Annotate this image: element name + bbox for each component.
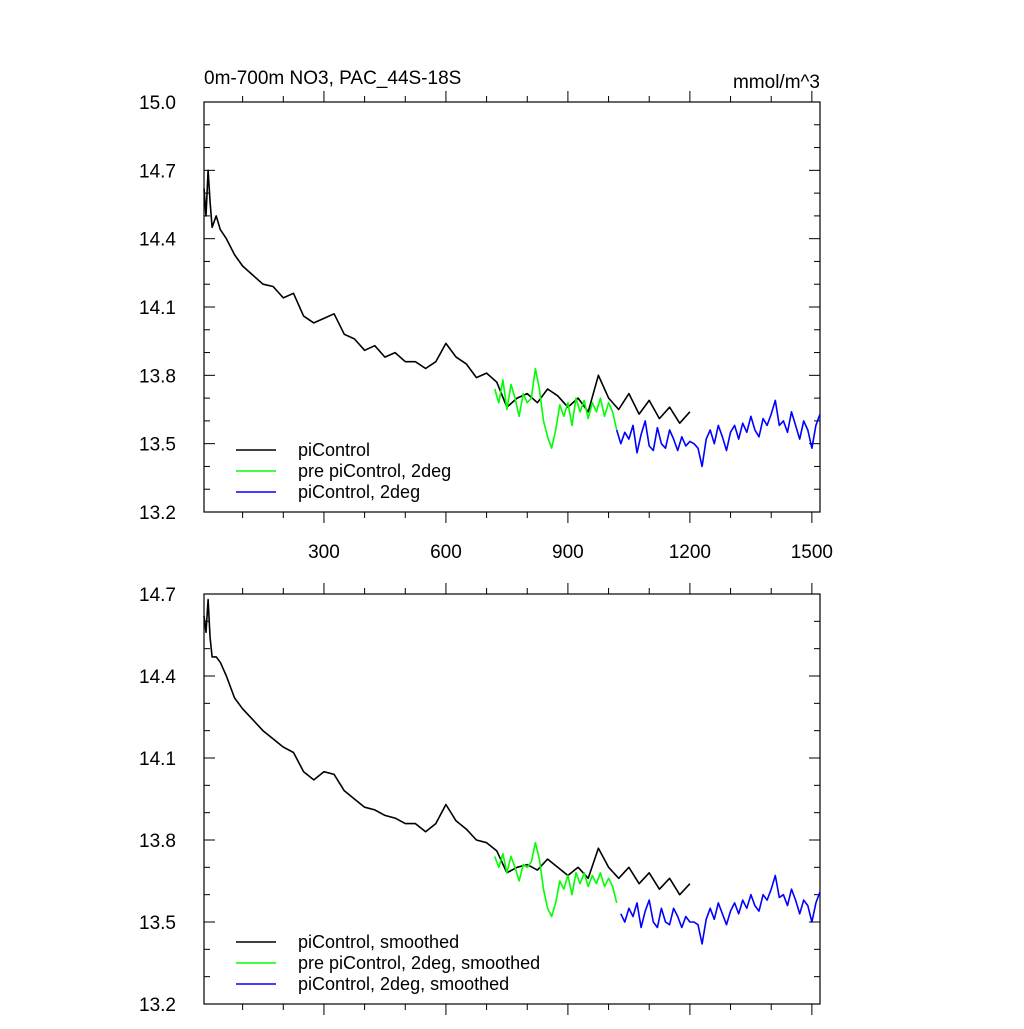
panel1-series-picontrol-2deg <box>615 399 821 468</box>
panel1-x-tick-label: 1500 <box>791 542 833 563</box>
panel1-y-tick-label: 13.2 <box>139 503 176 524</box>
panel1-legend-label: pre piControl, 2deg <box>298 461 451 481</box>
panel1-frame <box>203 101 821 513</box>
panel2-y-tick-label: 14.1 <box>139 749 176 770</box>
panel1-y-tick-label: 14.1 <box>139 298 176 319</box>
panel1-series-pre-picontrol-2deg <box>493 367 618 450</box>
panel1-x-tick-label: 300 <box>308 542 340 563</box>
panel1-x-tick-label: 900 <box>552 542 584 563</box>
panel1-y-tick-label: 14.7 <box>139 161 176 182</box>
panel1-y-tick-label: 15.0 <box>139 93 176 114</box>
panel1-y-tick-label: 14.4 <box>139 230 176 251</box>
panel2-y-tick-label: 13.2 <box>139 995 176 1016</box>
panel1-y-tick-label: 13.5 <box>139 435 176 456</box>
panel2-y-tick-label: 14.4 <box>139 667 176 688</box>
panel2-y-tick-label: 13.5 <box>139 913 176 934</box>
panel2-y-tick-label: 14.7 <box>139 585 176 606</box>
panel2-series-pre-picontrol-2deg-smoothed <box>493 841 618 918</box>
panel2-frame <box>203 593 821 1005</box>
panel1-plot: 300 600 900 1200 1500 13.2 13.5 13.8 14.1 14.4 14.… <box>139 91 833 563</box>
panel1-legend-label: piControl <box>298 440 370 460</box>
panel2-legend-label: pre piControl, 2deg, smoothed <box>298 953 540 973</box>
panel1-x-tick-label: 600 <box>430 542 462 563</box>
panel2-legend-label: piControl, 2deg, smoothed <box>298 974 509 994</box>
panel1-x-tick-label: 1200 <box>669 542 711 563</box>
panel2-series-picontrol-smoothed <box>203 598 691 896</box>
panel2-y-tick-label: 13.8 <box>139 831 176 852</box>
panel1-y-tick-label: 13.8 <box>139 366 176 387</box>
panel1-series-picontrol <box>203 169 691 425</box>
panel2-series-picontrol-2deg-smoothed <box>620 874 821 945</box>
panel1-title: 0m-700m NO3, PAC_44S-18S <box>204 68 461 89</box>
panel1-legend-label: piControl, 2deg <box>298 482 420 502</box>
panel1-units: mmol/m^3 <box>733 72 820 93</box>
panel2-legend-label: piControl, smoothed <box>298 932 459 952</box>
panel2-plot: 13.2 13.5 13.8 14.1 14.4 14.7 piControl, smoot… <box>139 583 821 1016</box>
